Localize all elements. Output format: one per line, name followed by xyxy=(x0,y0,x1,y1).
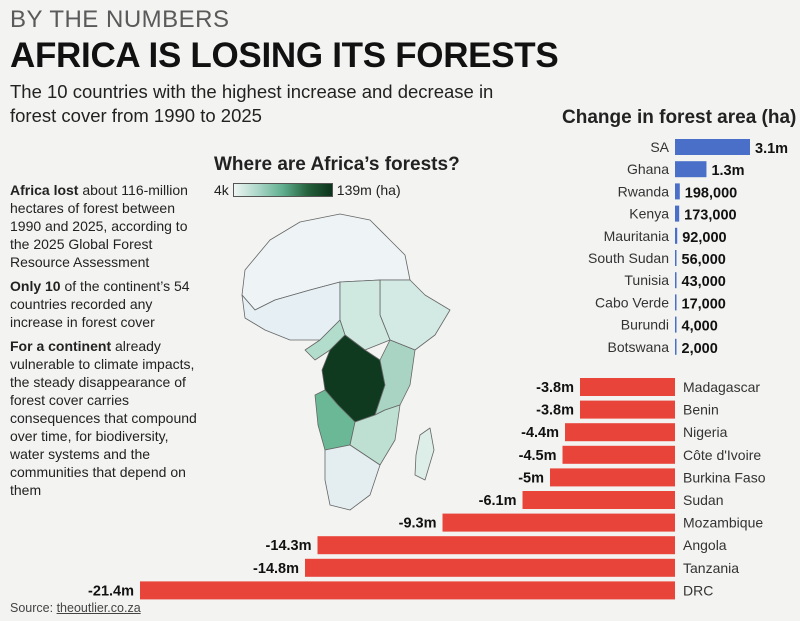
decrease-bar xyxy=(550,468,675,487)
increase-value-label: 198,000 xyxy=(685,185,737,201)
decrease-bar xyxy=(305,558,675,577)
africa-forest-map xyxy=(241,213,451,511)
source-link[interactable]: theoutlier.co.za xyxy=(56,601,141,615)
decrease-country-label: Burkina Faso xyxy=(683,469,766,485)
increase-country-label: Tunisia xyxy=(624,272,669,288)
increase-value-label: 92,000 xyxy=(682,230,726,246)
decrease-value-label: -21.4m xyxy=(88,583,134,599)
increase-bar xyxy=(675,338,677,355)
map-region-madagascar xyxy=(414,427,435,481)
increase-bar xyxy=(675,205,680,222)
map-region-southern-africa xyxy=(324,444,381,511)
side-paragraph-1: Africa lost about 116-million hectares o… xyxy=(10,181,200,271)
increase-bar xyxy=(675,139,750,155)
increase-country-label: Ghana xyxy=(627,161,669,177)
side-paragraph-3-bold: For a continent xyxy=(10,338,112,354)
legend-min-label: 4k xyxy=(214,182,229,198)
decrease-value-label: -6.1m xyxy=(479,493,517,509)
decrease-country-label: Sudan xyxy=(683,492,723,508)
decrease-value-label: -5m xyxy=(518,470,544,486)
increase-value-label: 43,000 xyxy=(682,274,726,290)
chart-title: Change in forest area (ha) xyxy=(562,107,797,128)
increase-bar xyxy=(675,250,677,266)
decrease-bar xyxy=(580,378,675,396)
decrease-bar xyxy=(317,536,675,555)
increase-country-label: Botswana xyxy=(608,339,670,355)
decrease-value-label: -9.3m xyxy=(399,516,437,532)
increase-value-label: 4,000 xyxy=(682,319,718,335)
decrease-country-label: Angola xyxy=(683,537,727,553)
page-title: AFRICA IS LOSING ITS FORESTS xyxy=(10,36,559,75)
increase-country-label: South Sudan xyxy=(588,250,669,266)
increase-value-label: 1.3m xyxy=(711,163,744,179)
map-legend: 4k 139m (ha) xyxy=(214,182,401,198)
map-title: Where are Africa’s forests? xyxy=(214,154,460,175)
increase-bar xyxy=(675,294,677,311)
increase-country-label: Cabo Verde xyxy=(595,294,669,310)
increase-bar xyxy=(675,183,680,200)
side-paragraph-1-bold: Africa lost xyxy=(10,182,79,198)
kicker: BY THE NUMBERS xyxy=(10,6,230,33)
decrease-country-label: Mozambique xyxy=(683,515,763,531)
decrease-value-label: -4.4m xyxy=(521,425,559,441)
increase-value-label: 2,000 xyxy=(682,341,718,357)
decrease-bar xyxy=(565,423,675,442)
decrease-bar xyxy=(140,581,675,600)
increase-value-label: 3.1m xyxy=(755,141,788,157)
increase-country-label: Burundi xyxy=(621,317,669,333)
increase-country-label: SA xyxy=(650,139,669,155)
legend-gradient xyxy=(232,183,333,197)
subtitle: The 10 countries with the highest increa… xyxy=(10,81,494,126)
side-text: Africa lost about 116-million hectares o… xyxy=(10,181,200,505)
increase-bar xyxy=(675,161,707,178)
decrease-country-label: Côte d'Ivoire xyxy=(683,447,761,463)
decrease-bar xyxy=(442,513,675,532)
side-paragraph-3-text: already vulnerable to climate impacts, t… xyxy=(10,338,197,498)
increase-country-label: Mauritania xyxy=(604,228,670,244)
decrease-value-label: -14.3m xyxy=(266,538,312,554)
side-paragraph-1-text: about 116-million hectares of forest bet… xyxy=(10,182,188,270)
decrease-value-label: -14.8m xyxy=(253,561,299,577)
increase-value-label: 56,000 xyxy=(682,252,726,268)
increase-bar xyxy=(675,272,677,289)
source: Source: theoutlier.co.za xyxy=(10,601,141,615)
decrease-value-label: -3.8m xyxy=(536,380,574,396)
legend-max-label: 139m (ha) xyxy=(336,182,401,198)
decrease-country-label: Madagascar xyxy=(683,379,760,395)
side-paragraph-2: Only 10 of the continent’s 54 countries … xyxy=(10,277,200,331)
decrease-bar xyxy=(522,491,675,509)
decrease-value-label: -3.8m xyxy=(536,403,574,419)
decrease-country-label: DRC xyxy=(683,582,713,598)
side-paragraph-2-bold: Only 10 xyxy=(10,278,61,294)
increase-country-label: Rwanda xyxy=(618,183,670,199)
increase-value-label: 17,000 xyxy=(682,296,726,312)
decrease-bar xyxy=(562,445,675,464)
decrease-country-label: Tanzania xyxy=(683,560,739,576)
forest-change-chart: SA 3.1m Ghana 1.3m Rwanda 198,000 Kenya 173,000… xyxy=(88,139,788,600)
increase-bar xyxy=(675,316,677,333)
decrease-value-label: -4.5m xyxy=(519,448,557,464)
side-paragraph-3: For a continent already vulnerable to cl… xyxy=(10,337,200,499)
increase-bar xyxy=(675,227,678,244)
increase-value-label: 173,000 xyxy=(684,208,736,224)
increase-country-label: Kenya xyxy=(629,206,669,222)
decrease-bar xyxy=(580,400,675,419)
decrease-country-label: Benin xyxy=(683,402,719,418)
decrease-country-label: Nigeria xyxy=(683,424,728,440)
source-label: Source: xyxy=(10,601,57,615)
side-paragraph-2-text: of the continent’s 54 countries recorded… xyxy=(10,278,190,330)
